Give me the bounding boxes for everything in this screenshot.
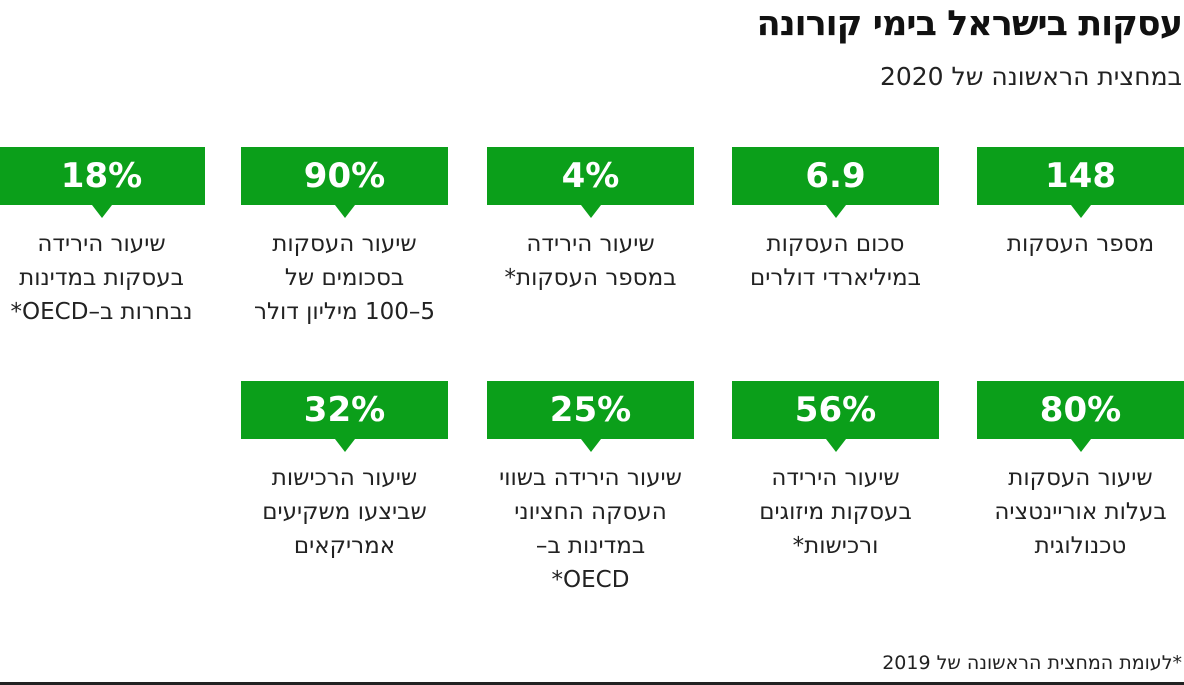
stat-description-line: שיעור הירידה: [37, 231, 166, 257]
stat-description-line: שיעור העסקות: [1008, 465, 1153, 491]
stat-description-line: במדינות ב–: [535, 533, 646, 559]
bottom-rule: [0, 682, 1184, 685]
footnote: *לעומת המחצית הראשונה של 2019: [882, 652, 1182, 674]
stat-description-line: שביצעו משקיעים: [262, 499, 427, 525]
stat-description-line: במיליארדי דולרים: [750, 265, 921, 291]
stat-description: שיעור הירידה בעסקות במדינות נבחרות ב–OECD*: [0, 227, 205, 329]
stat-description-line: שיעור הירידה: [526, 231, 655, 257]
stat-value: 6.9: [732, 147, 939, 218]
stat-description-line: 5–100 מיליון דולר: [253, 299, 436, 325]
page-title: עסקות בישראל בימי קורונה: [756, 4, 1183, 44]
stat-description-line: מספר העסקות: [1006, 231, 1155, 257]
stat-description: מספר העסקות: [977, 227, 1184, 261]
stat-card: 90% שיעור העסקות בסכומים של 5–100 מיליון דו…: [241, 147, 448, 329]
stat-description: שיעור העסקות בעלות אוריינטציה טכנולוגית: [977, 461, 1184, 563]
stat-description-line: שיעור הירידה בשווי: [499, 465, 682, 491]
stat-description-line: סכום העסקות: [766, 231, 905, 257]
stat-description: שיעור הירידה במספר העסקות*: [487, 227, 694, 295]
stat-value: 25%: [487, 381, 694, 452]
stat-description-line: שיעור העסקות: [272, 231, 417, 257]
stat-value: 90%: [241, 147, 448, 218]
stat-card: 25% שיעור הירידה בשווי העסקה החציוני במדינו…: [487, 381, 694, 597]
stat-description: שיעור העסקות בסכומים של 5–100 מיליון דולר: [241, 227, 448, 329]
stat-description-line: העסקה החציוני: [514, 499, 667, 525]
stat-card: 4% שיעור הירידה במספר העסקות*: [487, 147, 694, 295]
stat-description-line: בעסקות במדינות: [19, 265, 184, 291]
stat-description-line: ורכישות*: [792, 533, 879, 559]
stat-value: 32%: [241, 381, 448, 452]
stat-value: 4%: [487, 147, 694, 218]
stat-description-line: טכנולוגית: [1034, 533, 1127, 559]
stat-description-line: במספר העסקות*: [504, 265, 677, 291]
stat-description-line: בעסקות מיזוגים: [759, 499, 912, 525]
stat-description-line: בעלות אוריינטציה: [994, 499, 1167, 525]
stat-description-line: OECD*: [551, 567, 630, 593]
stat-description-line: בסכומים של: [284, 265, 405, 291]
stat-description-line: שיעור הירידה: [771, 465, 900, 491]
stat-description-line: אמריקאים: [293, 533, 396, 559]
page-subtitle: במחצית הראשונה של 2020: [879, 62, 1182, 91]
stat-description: שיעור הרכישות שביצעו משקיעים אמריקאים: [241, 461, 448, 563]
stat-value: 56%: [732, 381, 939, 452]
stat-card: 6.9 סכום העסקות במיליארדי דולרים: [732, 147, 939, 295]
stat-description: שיעור הירידה בשווי העסקה החציוני במדינות ב…: [487, 461, 694, 597]
stat-card: 32% שיעור הרכישות שביצעו משקיעים אמריקאים: [241, 381, 448, 563]
stat-card: 80% שיעור העסקות בעלות אוריינטציה טכנולוגית: [977, 381, 1184, 563]
stat-description: סכום העסקות במיליארדי דולרים: [732, 227, 939, 295]
stat-value: 80%: [977, 381, 1184, 452]
stat-value: 18%: [0, 147, 205, 218]
stat-description: שיעור הירידה בעסקות מיזוגים ורכישות*: [732, 461, 939, 563]
stat-card: 56% שיעור הירידה בעסקות מיזוגים ורכישות*: [732, 381, 939, 563]
stat-description-line: נבחרות ב–OECD*: [10, 299, 193, 325]
stat-card: 18% שיעור הירידה בעסקות במדינות נבחרות ב–OE…: [0, 147, 205, 329]
stat-value: 148: [977, 147, 1184, 218]
stat-card: 148 מספר העסקות: [977, 147, 1184, 261]
stat-description-line: שיעור הרכישות: [271, 465, 418, 491]
